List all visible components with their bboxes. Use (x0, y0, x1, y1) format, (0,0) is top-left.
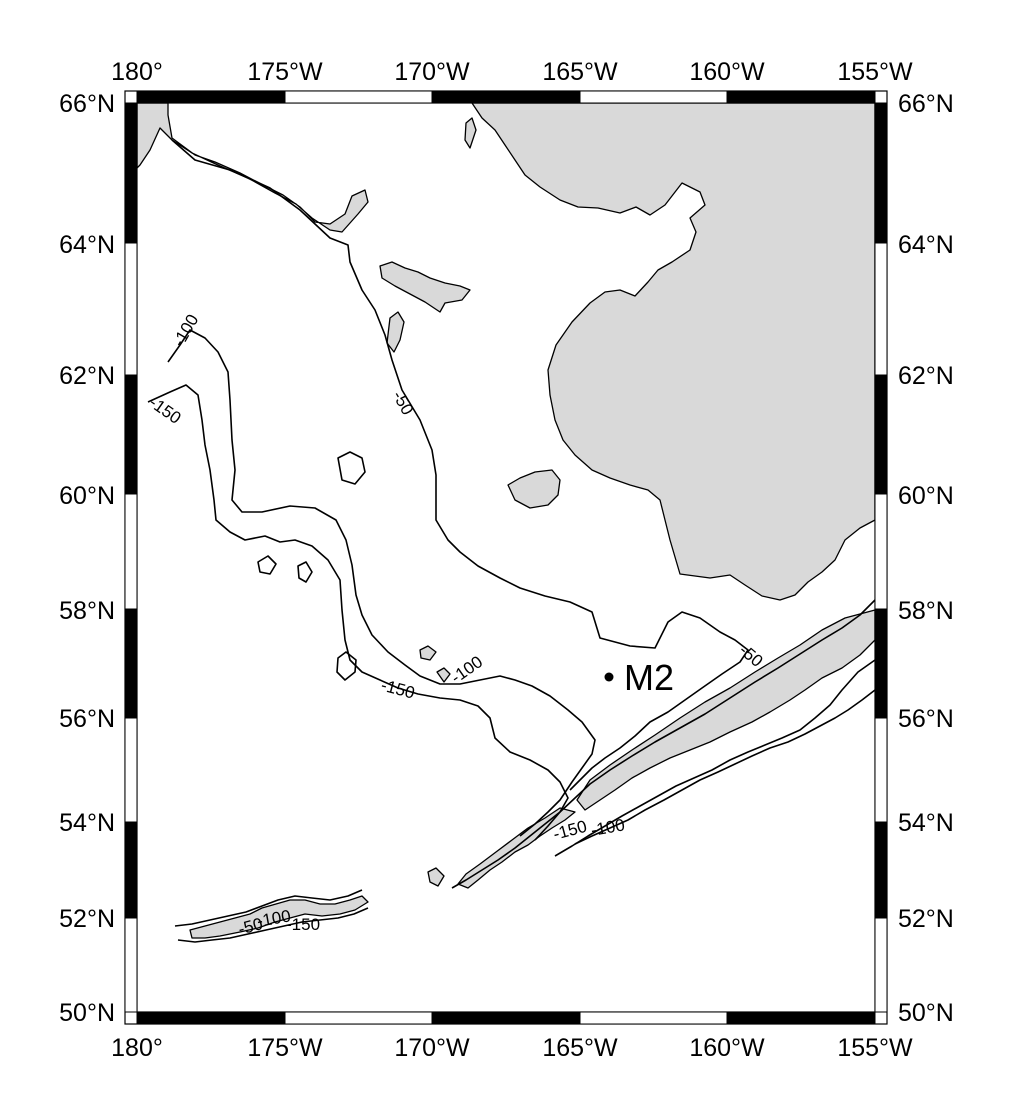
frame-bar-left-5 (124, 717, 138, 823)
lat-label-right-60n: 60°N (898, 482, 954, 510)
land-nunivak-island (507, 469, 561, 509)
frame-bar-right-6 (874, 821, 888, 919)
contour-western-aleutians-2 (177, 907, 369, 943)
frame-bar-right-2 (874, 374, 888, 495)
frame-bar-left-1 (124, 242, 138, 376)
lat-label-right-62n: 62°N (898, 362, 954, 390)
frame-bar-right-0 (874, 102, 888, 244)
lon-label-bottom-165w: 165°W (542, 1034, 618, 1062)
land-western-aleutians (189, 895, 369, 939)
map-frame (124, 90, 888, 1025)
lon-labels-top: 180° 175°W 170°W 165°W 160°W 155°W (111, 58, 913, 86)
contour-50m (171, 139, 749, 791)
frame-bar-bottom-4 (726, 1011, 876, 1025)
lon-label-top-155w: 155°W (837, 58, 913, 86)
contour-label-150-d: -150 (286, 915, 320, 934)
frame-bar-right-1 (874, 242, 888, 376)
frame-bars (124, 90, 888, 1025)
contour-100m (167, 329, 596, 837)
lon-label-top-160w: 160°W (689, 58, 765, 86)
lat-labels-right: 50°N 52°N 54°N 56°N 58°N 60°N 62°N 64°N … (898, 90, 954, 1027)
land-alaska-peninsula (576, 609, 876, 811)
frame-bar-right-7 (874, 917, 888, 1013)
contour-small-ring (257, 555, 277, 575)
lon-label-bottom-155w: 155°W (837, 1034, 913, 1062)
frame-bar-top-1 (284, 90, 433, 104)
land-st-lawrence-island (379, 261, 471, 313)
frame-bar-left-7 (124, 917, 138, 1013)
frame-bar-left-0 (124, 102, 138, 244)
station-label: M2 (624, 657, 674, 698)
frame-bar-left-4 (124, 608, 138, 719)
lon-label-top-170w: 170°W (394, 58, 470, 86)
contour-150m (147, 384, 569, 841)
bathymetry-contours (147, 139, 876, 943)
lat-label-right-64n: 64°N (898, 231, 954, 259)
lat-label-left-66n: 66°N (59, 90, 115, 118)
contour-small-ring-2 (297, 561, 313, 583)
lat-label-left-54n: 54°N (59, 809, 115, 837)
lon-label-top-175w: 175°W (247, 58, 323, 86)
lat-label-right-66n: 66°N (898, 90, 954, 118)
frame-bar-top-3 (579, 90, 728, 104)
contour-aleutian-shelf (574, 689, 876, 845)
lat-label-left-52n: 52°N (59, 905, 115, 933)
lat-label-right-52n: 52°N (898, 905, 954, 933)
frame-bar-right-3 (874, 493, 888, 610)
lat-label-left-64n: 64°N (59, 231, 115, 259)
lon-label-top-165w: 165°W (542, 58, 618, 86)
lon-labels-bottom: 180° 175°W 170°W 165°W 160°W 155°W (111, 1034, 913, 1062)
lat-labels-left: 50°N 52°N 54°N 56°N 58°N 60°N 62°N 64°N … (59, 90, 115, 1027)
station-m2: M2 (604, 657, 674, 698)
land-alaska-mainland (471, 102, 876, 601)
land-masses (136, 102, 876, 939)
contour-aleutian-outer (554, 659, 876, 857)
frame-bar-bottom-0 (136, 1011, 286, 1025)
lon-label-bottom-160w: 160°W (689, 1034, 765, 1062)
lat-label-right-50n: 50°N (898, 999, 954, 1027)
land-diomede (464, 117, 477, 149)
lat-label-right-54n: 54°N (898, 809, 954, 837)
land-pribilof-st-paul (419, 645, 437, 661)
frame-bar-top-4 (726, 90, 876, 104)
land-pribilof-st-george (436, 667, 451, 683)
frame-bar-bottom-1 (284, 1011, 433, 1025)
lon-label-bottom-180: 180° (111, 1034, 163, 1062)
lat-label-left-56n: 56°N (59, 705, 115, 733)
frame-bar-bottom-3 (579, 1011, 728, 1025)
frame-bar-top-2 (431, 90, 581, 104)
frame-bar-left-6 (124, 821, 138, 919)
lon-label-top-180: 180° (111, 58, 163, 86)
lon-label-bottom-170w: 170°W (394, 1034, 470, 1062)
lat-label-left-50n: 50°N (59, 999, 115, 1027)
frame-bar-right-4 (874, 608, 888, 719)
land-andreanof-islands (427, 867, 445, 887)
lat-label-left-58n: 58°N (59, 597, 115, 625)
lat-label-left-62n: 62°N (59, 362, 115, 390)
lon-label-bottom-175w: 175°W (247, 1034, 323, 1062)
frame-bar-left-2 (124, 374, 138, 495)
contour-western-aleutians (174, 889, 363, 927)
lat-label-right-56n: 56°N (898, 705, 954, 733)
frame-bar-bottom-2 (431, 1011, 581, 1025)
contour-aleutian-inner (451, 599, 876, 889)
station-marker (604, 672, 614, 682)
frame-bar-left-3 (124, 493, 138, 610)
lat-label-right-58n: 58°N (898, 597, 954, 625)
contour-st-matthew-ring (337, 451, 366, 485)
frame-bar-top-0 (136, 90, 286, 104)
frame-bar-right-5 (874, 717, 888, 823)
contour-pribilof-ring (336, 651, 357, 681)
lat-label-left-60n: 60°N (59, 482, 115, 510)
